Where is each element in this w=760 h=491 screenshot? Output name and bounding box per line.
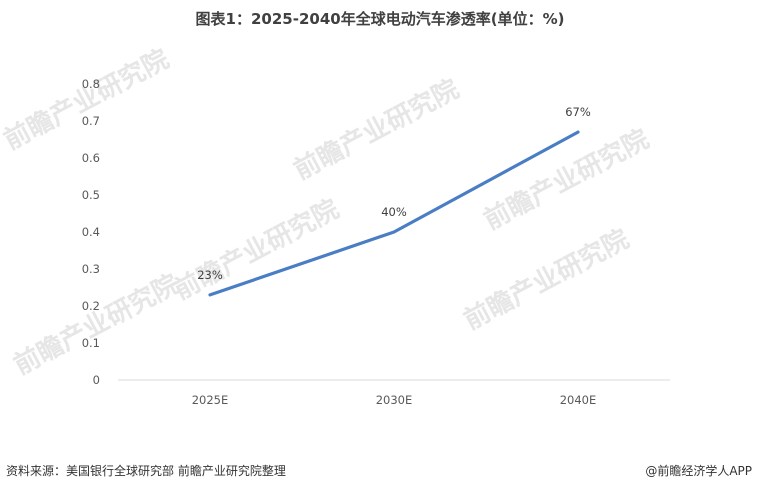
brand-credit: @前瞻经济学人APP	[645, 464, 752, 478]
y-tick-label: 0.8	[82, 77, 100, 91]
series-line	[208, 130, 580, 297]
series	[208, 130, 580, 297]
source-note: 资料来源：美国银行全球研究部 前瞻产业研究院整理	[6, 464, 286, 478]
watermark-text: 前瞻产业研究院	[459, 223, 634, 336]
y-tick-label: 0.1	[82, 336, 100, 350]
data-label: 40%	[381, 205, 407, 219]
y-tick-label: 0.2	[82, 299, 100, 313]
watermark-text: 前瞻产业研究院	[289, 73, 464, 186]
x-tick-label: 2040E	[560, 393, 597, 407]
data-label: 67%	[565, 105, 591, 119]
y-tick-label: 0.7	[82, 114, 100, 128]
watermark-text: 前瞻产业研究院	[0, 43, 174, 156]
y-tick-label: 0.4	[82, 225, 100, 239]
x-tick-label: 2025E	[192, 393, 229, 407]
y-tick-label: 0	[93, 373, 100, 387]
y-tick-label: 0.5	[82, 188, 100, 202]
watermarks: 前瞻产业研究院 前瞻产业研究院前瞻产业研究院前瞻产业研究院前瞻产业研究院前瞻产业研…	[0, 43, 654, 381]
y-tick-label: 0.3	[82, 262, 100, 276]
x-tick-label: 2030E	[376, 393, 413, 407]
y-axis: 0 0.1 0.2 0.3 0.4 0.5 0.6 0.7 0.8	[82, 77, 100, 387]
chart-title: 图表1：2025-2040年全球电动汽车渗透率(单位：%)	[195, 10, 565, 28]
watermark-text: 前瞻产业研究院	[479, 123, 654, 236]
watermark-text: 前瞻产业研究院	[169, 193, 344, 306]
data-labels: 23% 40% 67%	[197, 105, 591, 282]
y-tick-label: 0.6	[82, 151, 100, 165]
watermark-text: 前瞻产业研究院	[9, 268, 184, 381]
x-axis: 2025E 2030E 2040E	[192, 393, 597, 407]
data-label: 23%	[197, 268, 223, 282]
